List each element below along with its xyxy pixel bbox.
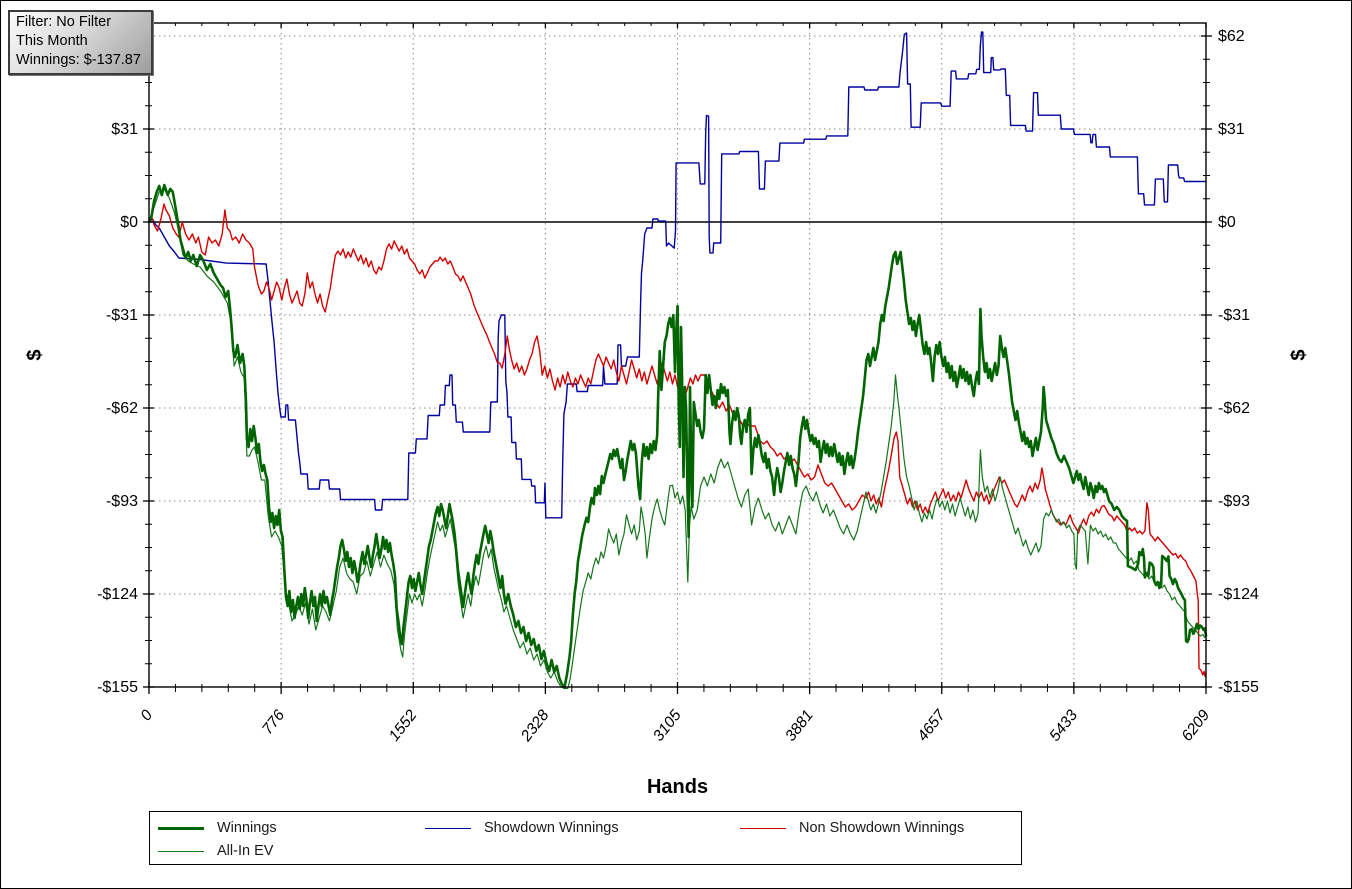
y-axis-title-right: $	[1288, 349, 1310, 360]
y-tick-label-right: -$155	[1218, 679, 1259, 696]
legend-item-winnings[interactable]: Winnings	[158, 820, 277, 836]
y-tick-label-left: -$155	[97, 679, 138, 696]
x-tick-label: 6209	[1179, 707, 1214, 745]
legend-label: Winnings	[217, 820, 277, 836]
axis-labels: $62$62$31$31$0$0-$31-$31-$62-$62-$93-$93…	[24, 28, 1310, 798]
x-tick-label: 5433	[1046, 707, 1081, 745]
legend-item-all-in-ev[interactable]: All-In EV	[158, 843, 273, 859]
x-tick-label: 4657	[914, 706, 949, 745]
y-tick-label-right: $62	[1218, 28, 1245, 45]
y-tick-label-right: -$62	[1218, 400, 1250, 417]
x-tick-label: 3881	[782, 707, 817, 745]
axes	[143, 22, 1212, 694]
showdown-line-swatch	[425, 827, 471, 829]
y-tick-label-left: $31	[111, 121, 138, 138]
legend-box: Winnings Showdown Winnings Non Showdown …	[149, 811, 1022, 865]
plot-border	[148, 22, 1207, 688]
winnings-line	[147, 183, 1208, 689]
graph-tooltip: Filter: No Filter This Month Winnings: $…	[8, 10, 153, 75]
series-lines	[147, 31, 1208, 690]
y-tick-label-right: $0	[1218, 214, 1236, 231]
legend-label: All-In EV	[217, 843, 274, 859]
y-tick-label-left: -$31	[106, 307, 138, 324]
y-tick-label-right: $31	[1218, 121, 1245, 138]
legend-label: Non Showdown Winnings	[799, 820, 965, 836]
legend-item-non-showdown-winnings[interactable]: Non Showdown Winnings	[740, 820, 964, 836]
y-tick-label-right: -$124	[1218, 586, 1259, 603]
showdown-winnings-line	[148, 31, 1207, 519]
all-in-ev-line-swatch	[158, 850, 204, 852]
non-showdown-line-swatch	[740, 827, 786, 829]
tooltip-period-line: This Month	[16, 33, 88, 49]
y-tick-label-left: -$124	[97, 586, 138, 603]
y-tick-label-left: -$62	[106, 400, 138, 417]
x-tick-label: 3105	[650, 707, 685, 745]
x-tick-label: 0	[137, 707, 156, 725]
y-tick-label-right: -$93	[1218, 493, 1250, 510]
all-in-ev-line	[148, 188, 1207, 690]
tooltip-winnings-line: Winnings: $-137.87	[16, 52, 141, 68]
legend-label: Showdown Winnings	[484, 820, 619, 836]
y-axis-title-left: $	[24, 349, 46, 360]
y-tick-label-left: -$93	[106, 493, 138, 510]
y-tick-label-right: -$31	[1218, 307, 1250, 324]
x-axis-title: Hands	[647, 776, 708, 798]
x-tick-label: 776	[259, 707, 289, 738]
tooltip-filter-line: Filter: No Filter	[16, 14, 112, 30]
legend-item-showdown-winnings[interactable]: Showdown Winnings	[425, 820, 619, 836]
x-tick-label: 2328	[517, 707, 552, 746]
y-tick-label-left: $0	[120, 214, 138, 231]
winnings-line-swatch	[158, 826, 204, 830]
x-tick-label: 1552	[386, 707, 421, 745]
